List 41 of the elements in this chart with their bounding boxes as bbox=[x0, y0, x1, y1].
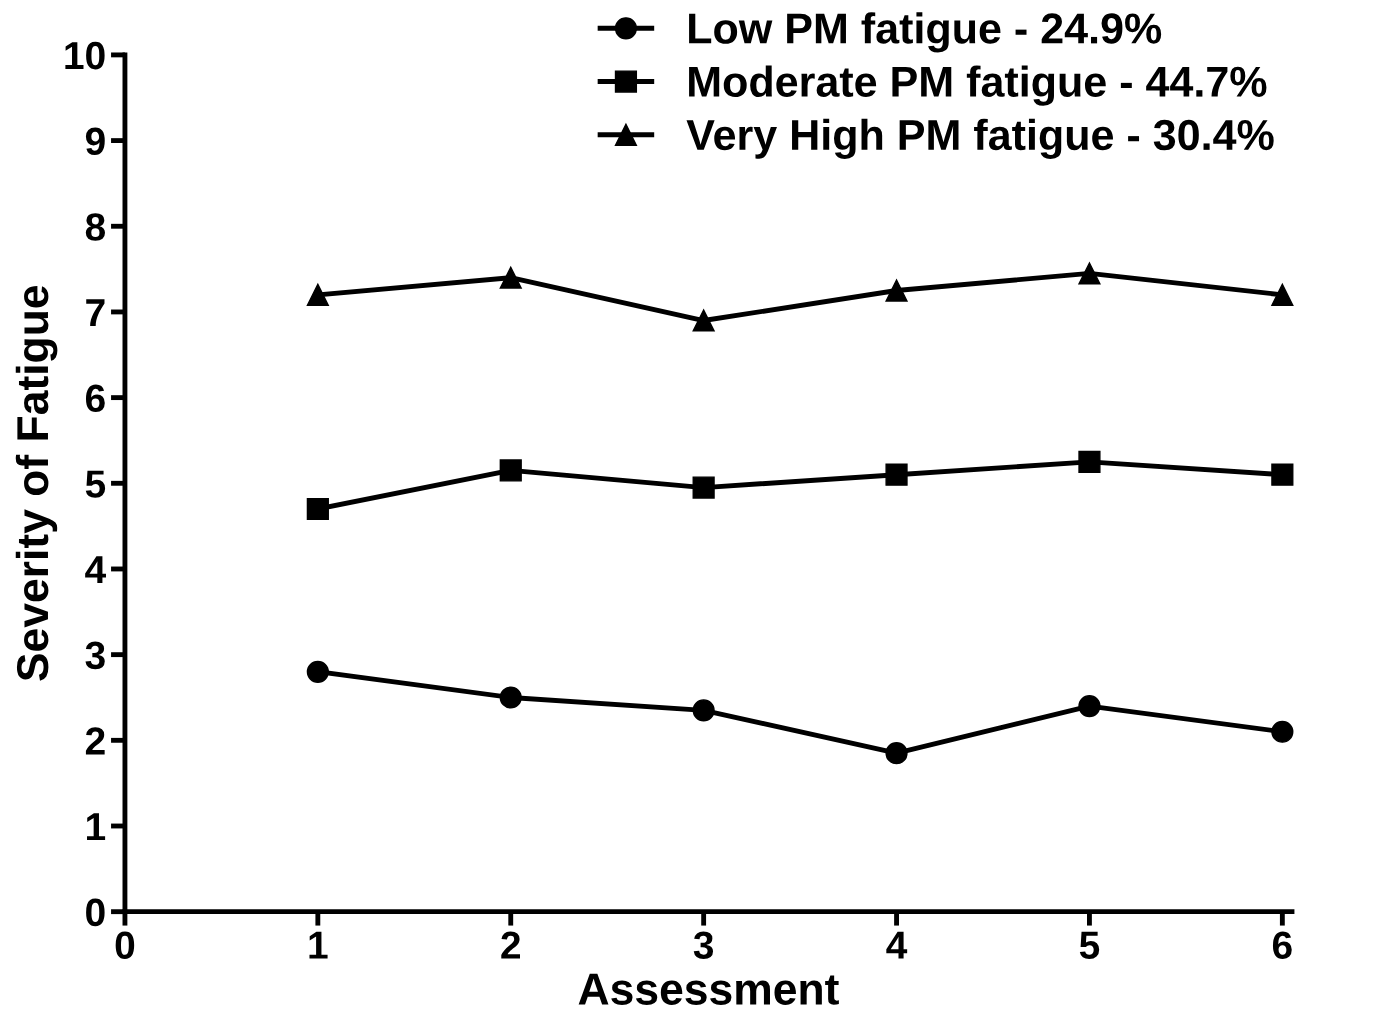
x-tick-label: 4 bbox=[886, 931, 908, 959]
x-tick-label: 5 bbox=[1079, 931, 1100, 959]
y-tick-label: 5 bbox=[85, 470, 106, 498]
point bbox=[692, 309, 715, 332]
y-tick-label: 2 bbox=[85, 727, 105, 755]
point bbox=[306, 497, 329, 521]
x-tick-label: 0 bbox=[115, 931, 135, 959]
point bbox=[692, 699, 715, 722]
point bbox=[499, 459, 522, 482]
legend-label: Very High PM fatigue - 30.4% bbox=[686, 118, 1274, 159]
y-tick-label: 6 bbox=[85, 384, 105, 413]
point bbox=[306, 283, 329, 306]
y-axis-title: Severity of Fatigue bbox=[15, 285, 58, 681]
y-tick-label: 9 bbox=[85, 127, 105, 156]
point bbox=[1078, 262, 1101, 285]
point bbox=[306, 660, 329, 683]
point bbox=[1271, 283, 1294, 306]
point bbox=[885, 463, 908, 486]
x-tick-label: 1 bbox=[309, 931, 328, 959]
point bbox=[1271, 720, 1294, 743]
y-tick-label: 1 bbox=[87, 813, 106, 841]
y-tick-label: 7 bbox=[86, 299, 105, 327]
point bbox=[885, 279, 908, 302]
point bbox=[885, 742, 908, 765]
point bbox=[1078, 694, 1101, 718]
x-axis-title: Assessment bbox=[578, 973, 839, 1005]
y-tick-label: 3 bbox=[85, 641, 105, 670]
point bbox=[1078, 450, 1101, 473]
legend-label: Low PM fatigue - 24.9% bbox=[689, 12, 1162, 53]
x-tick-label: 2 bbox=[501, 931, 520, 959]
y-tick-label: 8 bbox=[85, 213, 105, 241]
x-tick-label: 3 bbox=[693, 931, 714, 960]
x-tick-label: 6 bbox=[1272, 931, 1292, 959]
y-tick-label: 0 bbox=[86, 898, 105, 927]
point bbox=[692, 476, 715, 499]
y-tick-label: 10 bbox=[65, 41, 105, 70]
point bbox=[499, 686, 522, 709]
y-tick-label: 4 bbox=[85, 556, 106, 584]
legend-label: Moderate PM fatigue - 44.7% bbox=[689, 65, 1267, 106]
point bbox=[499, 266, 522, 289]
point bbox=[1271, 463, 1294, 486]
